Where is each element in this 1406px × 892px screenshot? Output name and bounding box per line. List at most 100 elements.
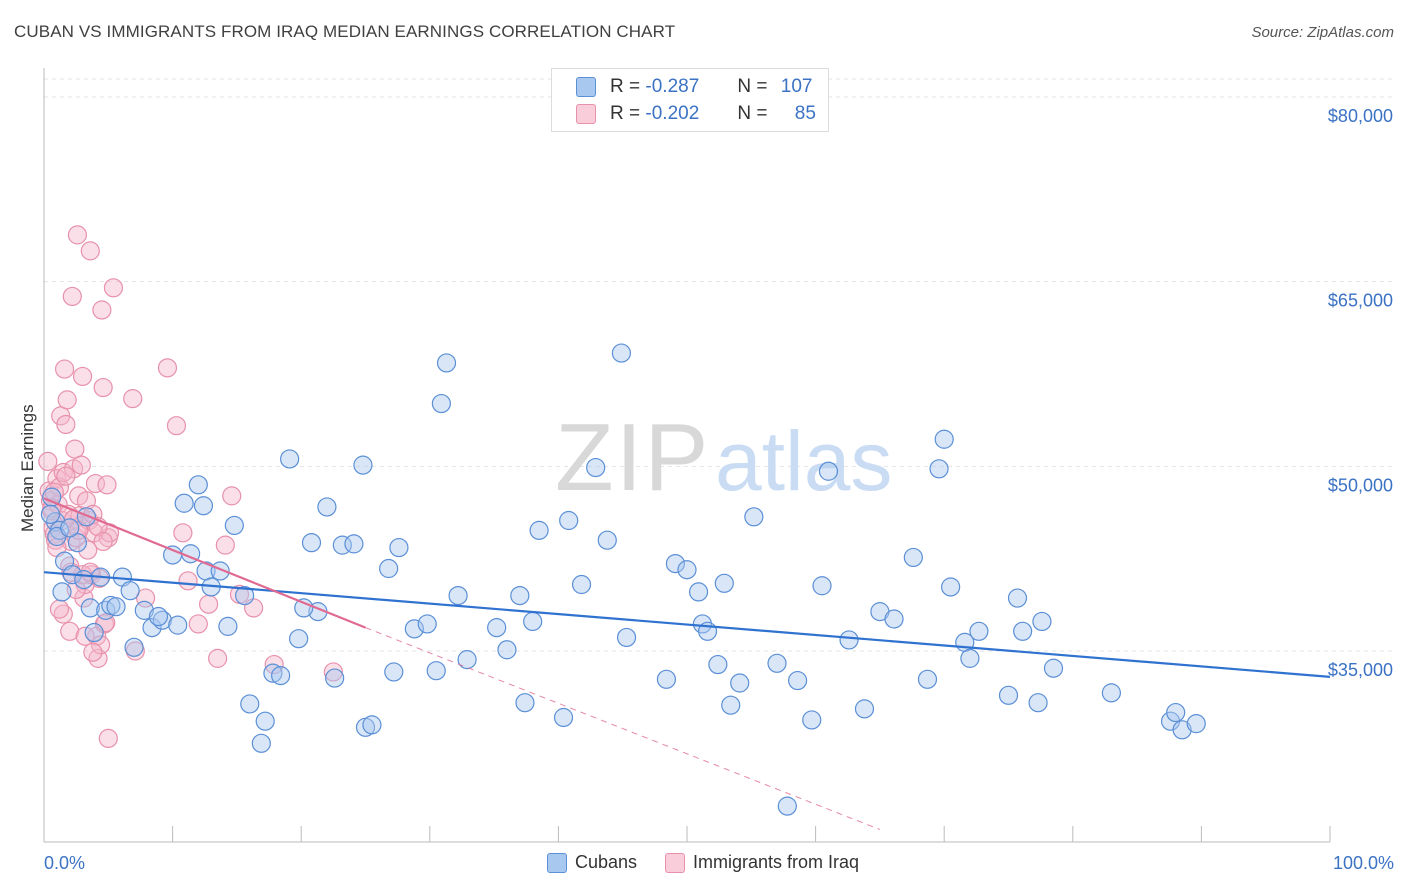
cubans-point (487, 618, 507, 638)
legend-swatch-blue (576, 77, 596, 97)
trend-lines (43, 497, 1331, 830)
cubans-point (960, 648, 980, 668)
correlation-legend: R = -0.287 N = 107 R = -0.202 N = 85 (551, 68, 829, 132)
iraq-point (60, 621, 80, 641)
legend-item-iraq[interactable]: Immigrants from Iraq (665, 852, 859, 873)
cubans-point (353, 455, 373, 475)
iraq-point (38, 451, 58, 472)
cubans-point (457, 650, 477, 670)
iraq-point (103, 278, 124, 298)
iraq-point (123, 389, 143, 409)
iraq-point (49, 599, 70, 619)
cubans-point (76, 507, 97, 527)
cubans-point (777, 796, 797, 816)
iraq-point (93, 377, 113, 398)
cubans-point (839, 630, 859, 650)
cubans-point (52, 582, 72, 602)
legend-row-iraq: R = -0.202 N = 85 (576, 102, 816, 126)
legend-r-value: -0.287 (645, 76, 700, 97)
cubans-point (120, 581, 140, 601)
legend-item-cubans[interactable]: Cubans (546, 852, 637, 873)
cubans-point (744, 507, 764, 527)
iraq-point (92, 300, 112, 320)
iraq-point (93, 531, 113, 552)
iraq-point (173, 523, 193, 543)
cubans-point (294, 598, 314, 618)
chart-title: CUBAN VS IMMIGRANTS FROM IRAQ MEDIAN EAR… (14, 22, 676, 41)
cubans-point (240, 694, 260, 714)
iraq-point (323, 662, 343, 682)
legend-swatch-cubans (546, 852, 567, 873)
iraq-point (83, 642, 103, 662)
cubans-point (1028, 693, 1048, 713)
cubans-point (818, 461, 839, 481)
legend-label-iraq: Immigrants from Iraq (693, 852, 860, 872)
cubans-point (436, 353, 457, 373)
cubans-point (74, 569, 94, 590)
cubans-point (523, 611, 543, 632)
cubans-point (448, 585, 468, 606)
cubans-point (597, 530, 617, 550)
iraq-point (157, 358, 178, 378)
cubans-point (515, 693, 535, 713)
cubans-point (344, 534, 364, 554)
cubans-point (708, 654, 728, 675)
iraq-point (80, 241, 100, 261)
cubans-point (559, 510, 579, 531)
cubans-point (917, 669, 938, 689)
cubans-point (80, 598, 100, 618)
cubans-point (497, 640, 517, 660)
iraq-point (72, 366, 93, 387)
iraq-point (98, 728, 118, 749)
legend-r-label: R = (610, 76, 641, 97)
watermark-zip: ZIP (555, 404, 710, 511)
legend-n-label: N = (737, 76, 768, 97)
iraq-point (53, 462, 73, 483)
iraq-point (78, 540, 98, 560)
cubans-point (929, 459, 949, 479)
legend-n-label: N = (737, 103, 768, 124)
cubans-point (677, 560, 697, 580)
gridlines (44, 78, 1394, 652)
cubans-trend-line (43, 571, 1331, 678)
y-tick-label: $50,000 (1328, 475, 1393, 495)
cubans-point (218, 616, 238, 636)
cubans-point (1166, 702, 1186, 723)
cubans-point (168, 615, 188, 635)
legend-r-label: R = (610, 103, 641, 124)
cubans-point (998, 685, 1019, 705)
iraq-point (199, 594, 219, 614)
cubans-point (60, 518, 80, 538)
cubans-point (325, 668, 345, 688)
cubans-point (251, 733, 271, 753)
iraq-point (215, 535, 235, 555)
legend-n-value: 85 (794, 103, 816, 124)
iraq-point (166, 416, 187, 436)
iraq-trend-extension (365, 627, 881, 830)
cubans-point (384, 662, 404, 682)
iraq-point (67, 225, 88, 245)
cubans-point (188, 475, 208, 495)
axes (43, 68, 1331, 843)
cubans-point (767, 653, 787, 673)
cubans-point (714, 573, 734, 593)
cubans-point (301, 533, 322, 553)
iraq-point (62, 286, 82, 307)
iraq-point (56, 414, 76, 435)
cubans-point (280, 449, 300, 469)
y-tick-label: $35,000 (1328, 660, 1393, 680)
cubans-point (42, 487, 62, 507)
cubans-point (417, 614, 437, 634)
cubans-point (404, 619, 424, 639)
cubans-point (884, 609, 904, 629)
legend-swatch-pink (576, 104, 596, 124)
cubans-point (134, 600, 154, 620)
legend-label-cubans: Cubans (574, 852, 637, 872)
cubans-point (67, 533, 88, 553)
cubans-point (553, 707, 574, 728)
cubans-point (854, 699, 875, 719)
iraq-point (90, 635, 111, 655)
iraq-point (222, 486, 242, 506)
cubans-point (969, 621, 989, 641)
cubans-point (529, 520, 549, 540)
